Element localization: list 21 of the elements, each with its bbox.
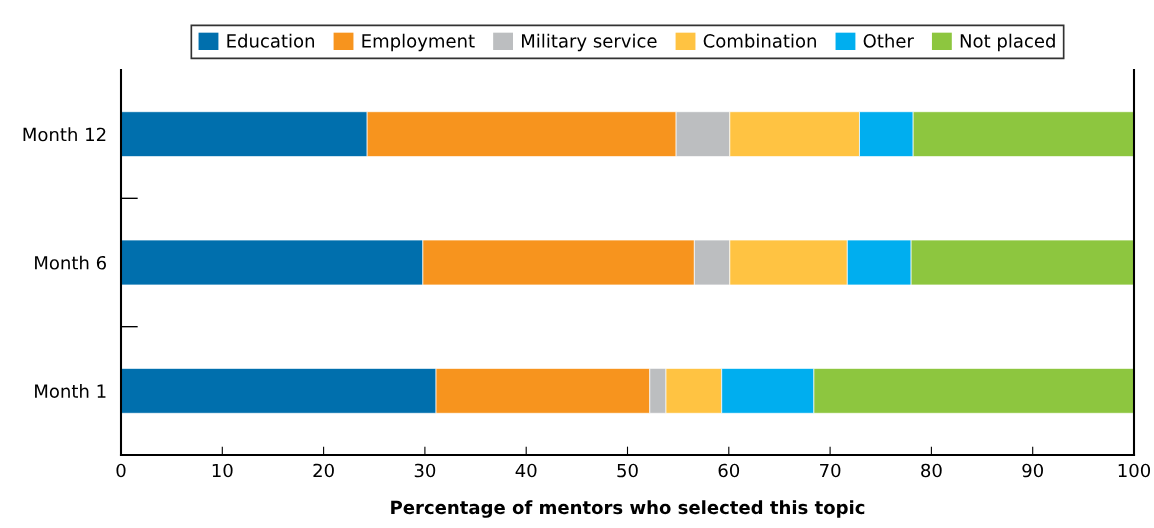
x-tick-label: 90	[1022, 463, 1043, 478]
x-tick-label: 100	[1118, 463, 1151, 478]
y-tick-label: Month 6	[35, 255, 106, 270]
legend-label: Not placed	[960, 33, 1055, 52]
x-axis-title: Percentage of mentors who selected this topic	[391, 500, 865, 518]
x-tick-label: 70	[820, 463, 841, 478]
legend-label: Employment	[362, 33, 475, 52]
x-tick-label: 50	[617, 463, 638, 478]
x-tick-label: 60	[718, 463, 740, 478]
x-tick-label: 10	[212, 463, 233, 478]
x-tick-label: 20	[313, 463, 334, 478]
legend-label: Other	[863, 33, 914, 48]
x-tick-label: 30	[414, 463, 436, 478]
x-tick-label: 40	[515, 463, 537, 478]
y-tick-label: Month 12	[23, 127, 106, 142]
legend-label: Military service	[522, 33, 657, 52]
y-tick-label: Month 1	[35, 383, 106, 398]
x-tick-label: 0	[116, 463, 126, 478]
legend-label: Education	[227, 33, 314, 48]
x-tick-label: 80	[921, 463, 942, 478]
legend-label: Combination	[703, 33, 816, 48]
